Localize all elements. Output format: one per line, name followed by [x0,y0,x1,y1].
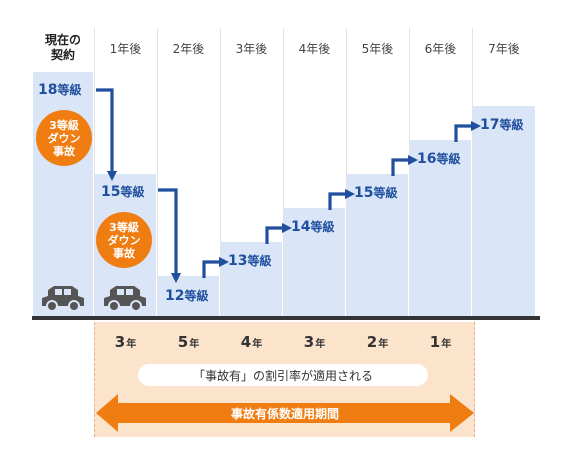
level-bar-year-6 [410,140,471,316]
header-year-2: 2年後 [172,41,205,56]
header-year-6: 6年後 [424,41,457,56]
column-divider [157,28,158,316]
down-arrow-1 [96,88,118,182]
up-arrow-5 [454,120,482,142]
up-arrow-1 [202,256,230,278]
level-label-year-1: 15等級 [101,184,145,200]
accident-badge-2: 3等級 ダウン 事故 [96,212,152,268]
column-divider [94,28,95,316]
up-arrow-4 [391,154,419,176]
header-year-4: 4年後 [298,41,331,56]
level-label-year-4: 14等級 [291,219,335,235]
column-divider [472,28,473,316]
level-label-year-5: 15等級 [354,185,398,201]
period-double-arrow [96,394,474,432]
level-label-year-2: 12等級 [165,288,209,304]
column-divider [283,28,284,316]
accident-badge-1: 3等級 ダウン 事故 [36,110,92,166]
header-year-5: 5年後 [361,41,394,56]
level-label-year-3: 13等級 [228,253,272,269]
column-divider [346,28,347,316]
level-bar-year-5 [347,174,408,316]
car-icon [42,286,84,312]
level-label-year-7: 17等級 [480,117,524,133]
level-bar-year-4 [284,208,345,316]
header-year-1: 1年後 [109,41,142,56]
level-bar-year-7 [473,106,535,316]
rate-note-text: 「事故有」の割引率が適用される [192,368,373,383]
header-year-7: 7年後 [488,41,520,56]
header-current-contract: 現在の 契約 [44,33,81,62]
down-arrow-2 [158,188,182,284]
level-bar-year-2 [158,276,219,316]
level-label-current: 18等級 [38,82,82,98]
rate-note-pill: 「事故有」の割引率が適用される [138,364,428,386]
baseline [32,316,540,320]
level-label-year-6: 16等級 [417,151,461,167]
period-label: 事故有係数適用期間 [230,406,339,421]
up-arrow-3 [328,188,356,210]
up-arrow-2 [265,222,293,244]
column-divider [220,28,221,316]
car-icon [104,286,146,312]
header-year-3: 3年後 [235,41,268,56]
level-bar-year-3 [221,242,282,316]
column-divider [409,28,410,316]
